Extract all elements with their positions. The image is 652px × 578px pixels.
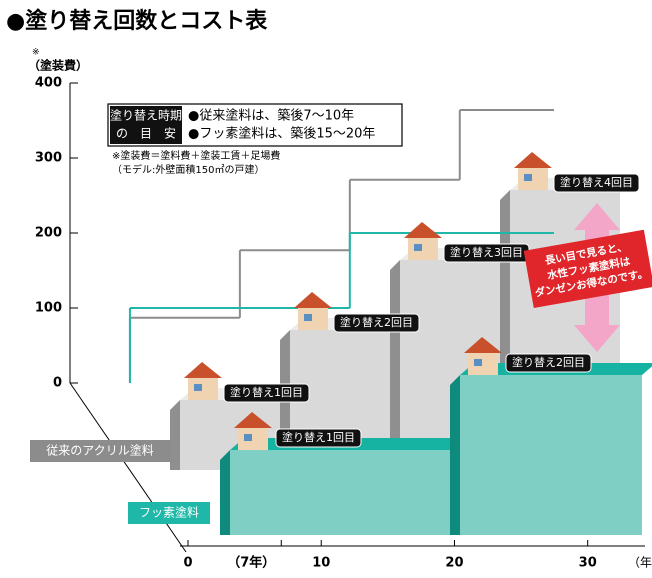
house-window (474, 359, 482, 366)
house-window (414, 244, 422, 251)
note-mark: ※ (32, 48, 40, 58)
guide-title: の 目 安 (116, 126, 176, 141)
house-window (194, 384, 202, 391)
guide-title: 塗り替え時期 (110, 108, 182, 123)
house-window (244, 434, 252, 441)
step-label: 塗り替え1回目 (282, 430, 355, 444)
x-axis-label: （年数） (628, 555, 652, 570)
page-title: ●塗り替え回数とコスト表 (6, 8, 268, 34)
block-front (460, 375, 642, 535)
house-window (524, 174, 532, 181)
house-roof (184, 362, 222, 378)
block-side (220, 450, 230, 535)
step-label: 塗り替え4回目 (560, 175, 633, 189)
footnote: （モデル:外壁面積150㎡の戸建） (112, 163, 264, 176)
house-body (408, 238, 438, 260)
y-tick-label: 200 (35, 226, 62, 241)
house-body (188, 378, 218, 400)
guide-item: ●フッ素塗料は、築後15〜20年 (188, 126, 375, 142)
house-roof (514, 152, 552, 168)
x-tick-label: 0 (183, 556, 192, 571)
legend-label: フッ素塗料 (139, 505, 199, 520)
footnote: ※塗装費＝塗料費＋塗装工賃＋足場費 (112, 149, 280, 162)
house-roof (404, 222, 442, 238)
guide-box: 塗り替え時期 の 目 安 ●従来塗料は、築後7〜10年 ●フッ素塗料は、築後15… (108, 104, 402, 146)
step-label: 塗り替え2回目 (340, 315, 413, 329)
x-tick-label: 30 (579, 556, 597, 571)
block-side (450, 375, 460, 535)
x-tick-label: 20 (445, 556, 463, 571)
block-front (230, 450, 460, 535)
house-body (238, 428, 268, 450)
step-label: 塗り替え1回目 (230, 385, 303, 399)
step-label: 塗り替え2回目 (512, 355, 585, 369)
house-body (298, 308, 328, 330)
legend-label: 従来のアクリル塗料 (46, 443, 153, 458)
y-tick-label: 300 (35, 151, 62, 166)
house-body (468, 353, 498, 375)
guide-item: ●従来塗料は、築後7〜10年 (188, 108, 354, 124)
chart: ●塗り替え回数とコスト表 ※ （塗装費） 塗り替え時期 の 目 安 ●従来塗料は… (0, 0, 652, 574)
house-body (518, 168, 548, 190)
step-label: 塗り替え3回目 (450, 245, 523, 259)
y-axis-label: （塗装費） (28, 58, 88, 73)
floor-edge (70, 383, 186, 552)
block-side (170, 400, 180, 470)
y-tick-label: 400 (35, 76, 62, 91)
x-tick-label: 10 (312, 556, 330, 571)
x-tick-label: （7年） (227, 555, 275, 571)
house-window (304, 314, 312, 321)
y-tick-label: 0 (53, 376, 62, 391)
house-roof (294, 292, 332, 308)
y-tick-label: 100 (35, 301, 62, 316)
